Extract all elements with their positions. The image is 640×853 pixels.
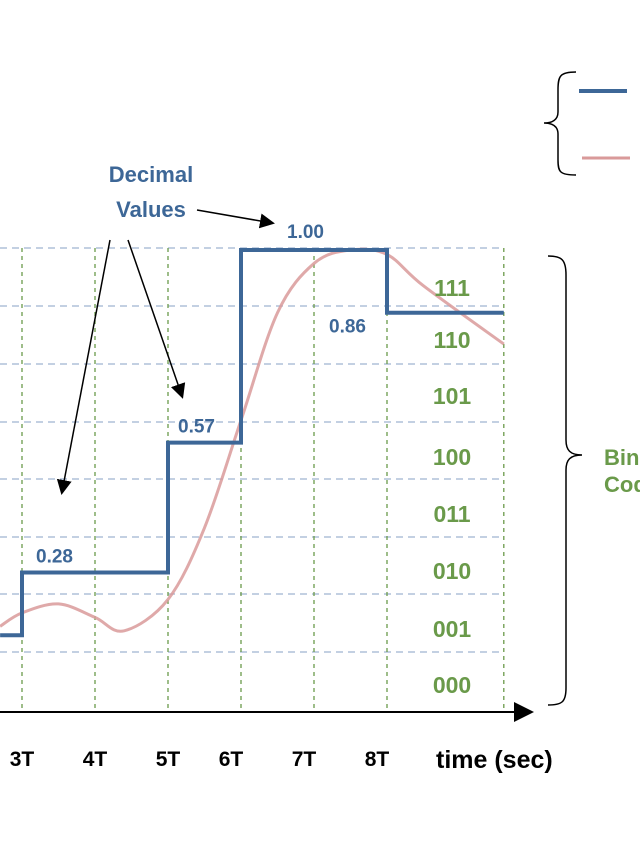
binary-code-010: 010 <box>433 558 471 584</box>
codes-label: Codes <box>604 472 640 497</box>
vertical-gridlines <box>21 248 505 712</box>
annotation-values: Values <box>116 197 186 222</box>
decimal-value-label: 1.00 <box>287 222 324 243</box>
binary-code-110: 110 <box>433 327 470 353</box>
binary-code-111: 111 <box>434 275 470 301</box>
x-tick-4T: 4T <box>83 748 108 771</box>
arrow <box>127 239 186 399</box>
binary-code-000: 000 <box>433 672 471 698</box>
annotation-decimal: Decimal <box>109 162 193 187</box>
binary-code-101: 101 <box>433 383 472 409</box>
decimal-value-label: 0.57 <box>178 417 215 438</box>
x-tick-5T: 5T <box>156 748 181 771</box>
x-tick-6T: 6T <box>219 748 244 771</box>
arrow <box>196 209 275 229</box>
horizontal-gridlines <box>0 247 503 653</box>
binary-code-001: 001 <box>433 616 472 642</box>
arrow <box>56 239 111 495</box>
decimal-value-label: 0.28 <box>36 547 73 568</box>
x-tick-7T: 7T <box>292 748 317 771</box>
binary-code-100: 100 <box>433 444 471 470</box>
quantized-signal-steps <box>0 248 504 638</box>
legend-brace <box>543 71 577 176</box>
decimal-value-label: 0.86 <box>329 317 366 338</box>
binary-code-011: 011 <box>433 501 470 527</box>
x-tick-3T: 3T <box>10 748 35 771</box>
x-axis-label: time (sec) <box>436 746 553 774</box>
binary-codes-brace <box>547 255 583 706</box>
binary-label: Binary <box>604 445 640 470</box>
x-tick-8T: 8T <box>365 748 390 771</box>
